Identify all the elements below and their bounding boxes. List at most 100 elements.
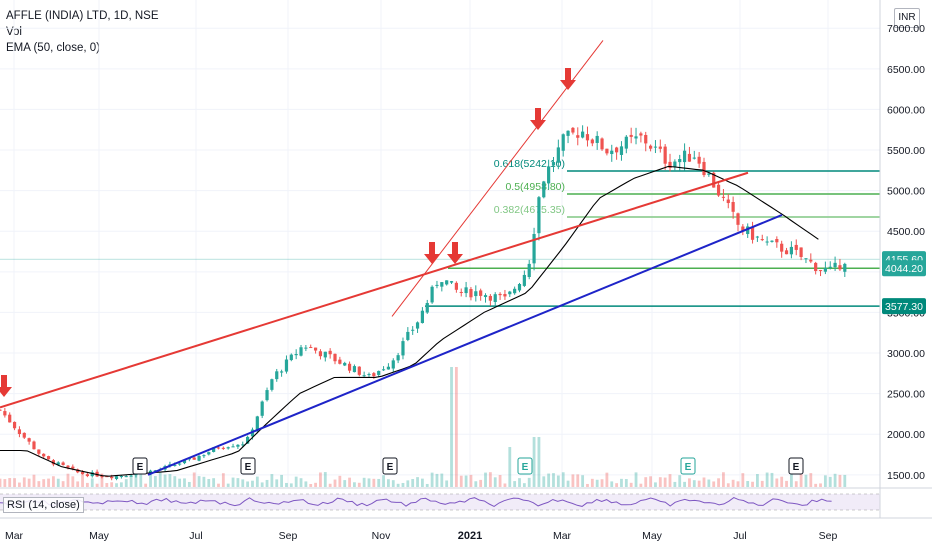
volume-bar: [663, 477, 667, 487]
volume-bar: [37, 481, 41, 487]
grid: [0, 0, 880, 488]
volume-bar: [639, 483, 643, 487]
volume-bar: [823, 475, 827, 487]
volume-bar: [454, 367, 458, 487]
earnings-e-text: E: [245, 462, 252, 473]
candle-body: [362, 375, 366, 377]
ema-line-group: [0, 165, 819, 477]
y-tick-label: 6500.00: [887, 64, 925, 76]
candle-body: [435, 284, 439, 286]
candle-body: [547, 166, 551, 184]
volume-bar: [22, 477, 26, 487]
rsi-indicator-label[interactable]: RSI (14, close): [3, 497, 84, 513]
candle-body: [488, 295, 492, 301]
y-tick-label: 7000.00: [887, 23, 925, 35]
volume-bar: [323, 472, 327, 487]
candle-body: [80, 471, 85, 474]
candle-body: [469, 289, 473, 298]
earnings-e-box: [132, 457, 148, 475]
volume-bar: [484, 472, 487, 487]
volume-bar: [600, 479, 604, 487]
candle-body: [721, 196, 726, 198]
volume-bar: [586, 483, 589, 487]
symbol-title: AFFLE (INDIA) LTD, 1D, NSE: [6, 10, 159, 22]
volume-bar: [149, 473, 152, 487]
volume-bar: [134, 475, 138, 487]
volume-bar: [498, 474, 502, 487]
candle-body: [746, 226, 750, 235]
volume-bar: [556, 475, 560, 487]
candle-body: [551, 162, 556, 166]
volume-bar: [552, 473, 555, 487]
volume-bar: [168, 474, 172, 487]
volume-bar: [328, 483, 332, 487]
earnings-e-box: [240, 457, 256, 475]
volume-bar: [493, 477, 497, 487]
candle-body: [780, 243, 784, 252]
x-tick-label: May: [89, 530, 110, 542]
volume-bar: [678, 475, 682, 487]
chart-legend: AFFLE (INDIA) LTD, 1D, NSE Vol EMA (50, …: [6, 8, 159, 56]
candle-body: [634, 136, 638, 139]
currency-button[interactable]: INR: [894, 8, 920, 28]
volume-bar: [425, 483, 429, 487]
candle-body: [396, 355, 400, 361]
candle-body: [173, 464, 177, 466]
candle-body: [794, 244, 798, 250]
volume-bar: [192, 472, 196, 487]
candle-body: [479, 290, 483, 296]
candle-body: [32, 441, 36, 450]
volume-bar: [542, 476, 546, 487]
volume-bar: [280, 474, 283, 487]
candle-body: [381, 369, 386, 371]
volume-bar: [299, 478, 303, 487]
volume-bar: [479, 479, 483, 487]
candle-body: [391, 360, 395, 369]
candle-body: [124, 476, 128, 478]
volume-bar: [595, 479, 599, 487]
red-arrow-icon: [447, 242, 463, 264]
volume-bar: [789, 472, 793, 487]
volume-bar: [18, 482, 21, 487]
earnings-e-icon: E: [517, 457, 533, 475]
candle-body: [37, 449, 41, 454]
candle-body: [838, 265, 842, 270]
candle-body: [22, 432, 26, 438]
volume-bar: [697, 480, 701, 487]
volume-bar: [615, 483, 619, 487]
ema-indicator-label[interactable]: EMA (50, close, 0): [6, 42, 100, 54]
candle-body: [411, 329, 415, 331]
y-tick-label: 4500.00: [887, 226, 925, 238]
volume-bar: [809, 473, 813, 487]
volume-bar: [202, 476, 206, 487]
candle-body: [726, 199, 730, 204]
candle-body: [581, 131, 585, 138]
earnings-e-icon: E: [788, 457, 804, 475]
candle-body: [347, 363, 352, 371]
volume-bar: [707, 479, 711, 487]
volume-bar: [309, 483, 313, 487]
price-badge: 4044.20: [882, 260, 926, 277]
x-tick-label: Sep: [819, 530, 838, 542]
candle-body: [420, 310, 424, 324]
candle-body: [12, 421, 17, 429]
candle-body: [678, 159, 682, 163]
price-badge-bg: [882, 260, 926, 277]
volume-bar: [688, 478, 691, 487]
volume-bar: [144, 483, 148, 487]
volume-bar: [833, 473, 837, 487]
candle-body: [828, 266, 832, 268]
volume-bar: [794, 481, 798, 487]
volume-bar: [90, 478, 94, 487]
x-tick-label: Sep: [279, 530, 298, 542]
candle-body: [459, 291, 463, 293]
candle-body: [712, 172, 716, 188]
candle-body: [527, 263, 531, 277]
volume-bar: [231, 477, 235, 487]
candle-body: [823, 267, 827, 272]
volume-bar: [47, 478, 50, 487]
candle-body: [576, 135, 580, 138]
volume-bar: [522, 483, 526, 487]
